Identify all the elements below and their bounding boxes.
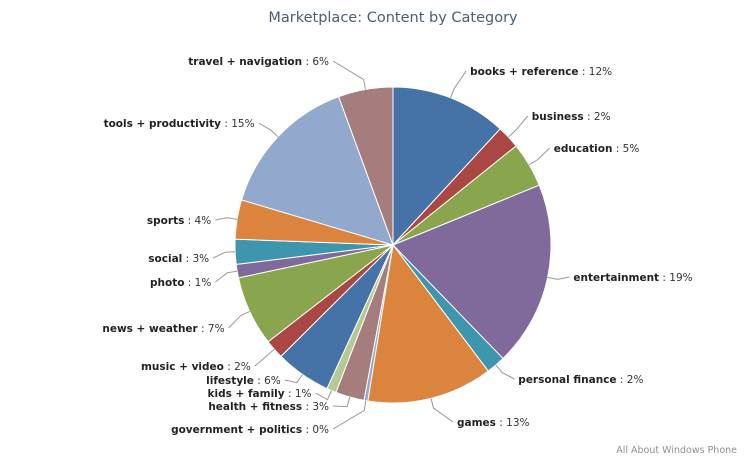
pie-slice-games[interactable] [367, 243, 489, 404]
slice-label-games: games : 13% [457, 417, 529, 429]
slice-label-travel-navigation: travel + navigation : 6% [188, 56, 329, 68]
slice-label-social: social : 3% [148, 253, 209, 265]
slice-label-entertainment: entertainment : 19% [573, 272, 692, 284]
label-connector-sports [215, 217, 238, 221]
label-connector-entertainment [547, 276, 570, 280]
label-connector-tools-productivity [258, 122, 279, 138]
slice-labels: books + reference : 12% business : 2% educ… [102, 56, 692, 436]
chart-credit: All About Windows Phone [616, 445, 737, 456]
label-connector-education [528, 147, 551, 166]
slice-label-news-weather: news + weather : 7% [102, 323, 224, 335]
slice-label-business: business : 2% [532, 111, 611, 123]
label-connector-lifestyle [284, 374, 303, 384]
slice-label-lifestyle: lifestyle : 6% [206, 375, 281, 387]
pie-slices [234, 86, 552, 404]
label-connector-games [430, 398, 454, 423]
slice-label-photo: photo : 1% [150, 277, 211, 289]
slice-label-kids-family: kids + family : 1% [208, 388, 312, 400]
label-connector-business [508, 115, 529, 138]
label-connector-news-weather [228, 311, 250, 329]
slice-label-personal-finance: personal finance : 2% [518, 374, 643, 386]
label-connector-music-video [254, 348, 275, 367]
chart-title: Marketplace: Content by Category [268, 10, 518, 26]
label-connector-books-reference [450, 70, 467, 99]
slice-label-government-politics: government + politics : 0% [171, 424, 329, 436]
label-connector-photo [215, 270, 238, 283]
label-connector-health-fitness [332, 396, 351, 408]
label-connector-personal-finance [495, 364, 515, 380]
slice-label-sports: sports : 4% [147, 215, 211, 227]
label-connector-government-politics [332, 400, 367, 430]
label-connectors [212, 60, 570, 430]
pie-slice-books-reference[interactable] [392, 86, 501, 247]
slice-label-music-video: music + video : 2% [141, 361, 251, 373]
slice-label-tools-productivity: tools + productivity : 15% [104, 118, 255, 130]
label-connector-travel-navigation [332, 60, 366, 90]
slice-label-books-reference: books + reference : 12% [470, 66, 612, 78]
pie-slice-tools-productivity[interactable] [240, 95, 394, 246]
label-connector-social [212, 251, 236, 259]
slice-label-education: education : 5% [554, 143, 640, 155]
label-connector-kids-family [315, 390, 332, 401]
slice-label-health-fitness: health + fitness : 3% [208, 401, 329, 413]
